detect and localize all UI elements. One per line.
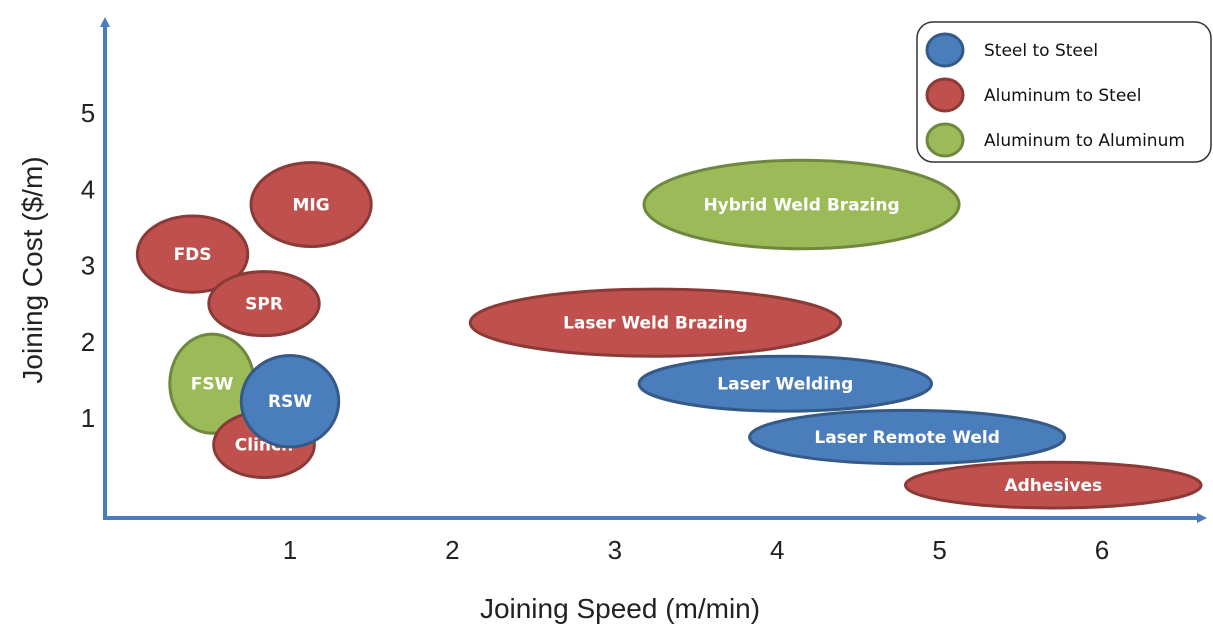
bubble-label: MIG [293,196,330,216]
bubble-shape [903,460,1203,510]
legend: Steel to Steel Aluminum to Steel Aluminum … [916,21,1212,163]
bubble-fds: FDS [135,214,250,294]
y-tick-label: 4 [81,174,95,204]
bubble-label: FSW [191,375,234,395]
legend-swatch-aluminum-to-aluminum [925,122,965,158]
bubble-spr: SPR [207,270,321,338]
legend-label-steel-to-steel: Steel to Steel [984,41,1098,61]
legend-swatch-aluminum-to-steel [925,77,965,113]
bubble-label: RSW [268,392,312,412]
legend-label-aluminum-to-aluminum: Aluminum to Aluminum [984,131,1185,151]
x-tick-label: 1 [283,535,297,565]
bubble-laser-welding: Laser Welding [637,354,933,413]
bubble-label: Adhesives [1004,476,1102,496]
x-tick-label: 5 [932,535,946,565]
bubble-mig: MIG [249,161,373,248]
bubbles-layer: Hybrid Weld Brazing FSW MIG FDS SPR Laser Wel… [135,158,1203,510]
x-tick-label: 3 [608,535,622,565]
bubble-label: Hybrid Weld Brazing [703,196,899,216]
bubble-label: Laser Welding [717,375,853,395]
bubble-label: SPR [245,295,283,315]
bubble-shape [748,408,1067,466]
bubble-shape [249,161,373,248]
y-tick-label: 5 [81,98,95,128]
y-tick-label: 2 [81,327,95,357]
ticks-layer: 1 2 3 4 5 6 1 2 3 4 5 [81,98,1109,565]
y-axis-title: Joining Cost ($/m) [17,156,48,383]
bubble-shape [642,158,961,251]
bubble-laser-weld-brazing: Laser Weld Brazing [468,287,843,358]
bubble-adhesives: Adhesives [903,460,1203,510]
bubble-hybrid-weld-brazing: Hybrid Weld Brazing [642,158,961,251]
bubble-shape [637,354,933,413]
bubble-shape [207,270,321,338]
y-tick-label: 3 [81,251,95,281]
y-tick-label: 1 [81,403,95,433]
bubble-laser-remote-weld: Laser Remote Weld [748,408,1067,466]
x-tick-label: 6 [1095,535,1109,565]
legend-swatch-steel-to-steel [925,32,965,68]
bubble-rsw: RSW [239,353,341,449]
bubble-shape [135,214,250,294]
bubble-label: Laser Weld Brazing [563,314,748,334]
legend-label-aluminum-to-steel: Aluminum to Steel [984,86,1142,106]
bubble-shape [468,287,843,358]
bubble-label: Laser Remote Weld [814,428,1000,448]
axes [100,17,1207,523]
x-tick-label: 2 [445,535,459,565]
bubble-shape [239,353,341,449]
x-tick-label: 4 [770,535,784,565]
x-axis-title: Joining Speed (m/min) [480,593,760,624]
legend-box [916,21,1212,163]
bubble-label: FDS [174,245,212,265]
